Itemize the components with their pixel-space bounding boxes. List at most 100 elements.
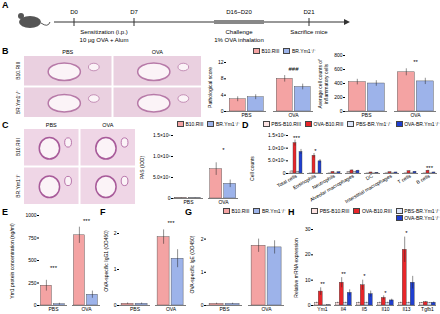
svg-text:PBS: PBS <box>219 306 230 312</box>
svg-text:PBS: PBS <box>241 112 252 118</box>
svg-text:OVA: OVA <box>410 112 421 118</box>
svg-text:0: 0 <box>114 302 117 308</box>
svg-text:PBS: PBS <box>48 306 59 312</box>
html-text:H: H <box>288 207 295 217</box>
svg-text:1: 1 <box>201 269 204 275</box>
svg-text:Il5: Il5 <box>362 306 368 312</box>
svg-text:**: ** <box>341 271 346 277</box>
svg-text:1000: 1000 <box>25 212 36 218</box>
svg-text:*: * <box>384 290 387 296</box>
svg-text:**: ** <box>413 59 418 65</box>
svg-text:10: 10 <box>305 277 311 283</box>
html-text:A: A <box>2 0 9 10</box>
svg-text:1: 1 <box>114 266 117 272</box>
svg-text:Il4: Il4 <box>341 306 347 312</box>
html-text:F: F <box>100 207 106 217</box>
svg-text:###: ### <box>288 66 299 72</box>
svg-text:20: 20 <box>305 251 311 257</box>
svg-text:OVA: OVA <box>288 112 299 118</box>
svg-text:D16~D20: D16~D20 <box>226 9 252 15</box>
html-text:C: C <box>2 120 9 130</box>
svg-text:5.0×10⁴: 5.0×10⁴ <box>153 174 171 180</box>
svg-text:1.5×10⁶: 1.5×10⁶ <box>268 132 286 138</box>
svg-text:Sensitization (i.p.): Sensitization (i.p.) <box>80 29 128 35</box>
svg-text:PBS: PBS <box>361 112 372 118</box>
svg-text:1.0×10⁵: 1.0×10⁵ <box>153 153 171 159</box>
svg-text:DC: DC <box>364 172 374 182</box>
svg-text:800: 800 <box>334 52 343 58</box>
svg-text:4: 4 <box>221 92 224 98</box>
svg-text:0: 0 <box>283 170 286 176</box>
svg-text:PBS: PBS <box>62 49 73 55</box>
svg-text:1.5×10⁵: 1.5×10⁵ <box>153 132 171 138</box>
svg-text:1% OVA inhalation: 1% OVA inhalation <box>214 37 264 43</box>
svg-text:OVA: OVA <box>152 49 164 55</box>
svg-text:0: 0 <box>340 108 343 114</box>
svg-text:PBS: PBS <box>46 122 57 128</box>
svg-text:Eosinophils: Eosinophils <box>291 172 317 191</box>
svg-text:Alveolar macrophages: Alveolar macrophages <box>308 172 355 203</box>
svg-text:*: * <box>405 230 408 236</box>
svg-text:Ym1: Ym1 <box>317 306 328 312</box>
svg-text:***: *** <box>167 220 175 226</box>
svg-text:8: 8 <box>221 75 224 81</box>
svg-text:250: 250 <box>28 280 37 286</box>
svg-text:OVA: OVA <box>166 306 177 312</box>
svg-text:Tgfb1: Tgfb1 <box>421 306 434 312</box>
svg-text:2: 2 <box>201 236 204 242</box>
svg-text:PBS: PBS <box>130 306 141 312</box>
svg-text:200: 200 <box>334 94 343 100</box>
svg-text:D21: D21 <box>303 9 315 15</box>
svg-text:PBS: PBS <box>183 199 194 205</box>
svg-text:OVA: OVA <box>261 306 272 312</box>
svg-text:*: * <box>314 148 317 154</box>
svg-text:D7: D7 <box>130 9 138 15</box>
svg-text:BR.Ym1⁻/⁻: BR.Ym1⁻/⁻ <box>15 174 21 198</box>
svg-text:BR.Ym1⁻/⁻: BR.Ym1⁻/⁻ <box>15 90 21 114</box>
svg-text:OVA: OVA <box>81 306 92 312</box>
svg-text:Neutrophils: Neutrophils <box>310 172 336 191</box>
svg-text:Total cells: Total cells <box>275 172 298 189</box>
svg-text:0: 0 <box>168 195 171 201</box>
html-text:BR.Ym1⁻/⁻: BR.Ym1⁻/⁻ <box>292 48 316 54</box>
svg-text:0: 0 <box>221 108 224 114</box>
svg-text:T cells: T cells <box>396 172 412 185</box>
svg-text:0: 0 <box>34 302 37 308</box>
svg-text:OVA: OVA <box>102 122 114 128</box>
svg-text:Challenge: Challenge <box>225 29 253 35</box>
svg-text:10 μg OVA + Alum: 10 μg OVA + Alum <box>80 37 129 43</box>
svg-text:***: *** <box>83 218 91 224</box>
svg-text:30: 30 <box>305 226 311 232</box>
svg-text:750: 750 <box>28 235 37 241</box>
svg-text:5.0×10⁵: 5.0×10⁵ <box>268 157 286 163</box>
svg-text:400: 400 <box>334 80 343 86</box>
html-text:B10.RIII: B10.RIII <box>261 48 280 54</box>
svg-text:B10.RIII: B10.RIII <box>15 138 21 156</box>
svg-text:***: *** <box>50 265 58 271</box>
svg-text:***: *** <box>293 135 301 141</box>
svg-text:600: 600 <box>334 66 343 72</box>
svg-text:*: * <box>363 273 366 279</box>
svg-text:*: * <box>222 147 225 153</box>
svg-text:B10.RIII: B10.RIII <box>15 62 21 80</box>
svg-text:B cells: B cells <box>415 172 431 185</box>
html-text:D: D <box>242 120 249 130</box>
svg-text:OVA: OVA <box>218 199 229 205</box>
html-text:G: G <box>185 207 192 217</box>
svg-text:12: 12 <box>218 59 224 65</box>
svg-text:0: 0 <box>201 302 204 308</box>
svg-text:D0: D0 <box>70 9 78 15</box>
svg-text:2: 2 <box>114 230 117 236</box>
html-text:Average cell counts of inflamm: Average cell counts of inflammatory cell… <box>317 59 329 109</box>
svg-text:Interstitial macrophages: Interstitial macrophages <box>344 172 393 204</box>
svg-text:500: 500 <box>28 257 37 263</box>
svg-text:Il10: Il10 <box>381 306 389 312</box>
html-text:E: E <box>2 207 8 217</box>
svg-text:Il13: Il13 <box>402 306 410 312</box>
svg-text:0: 0 <box>308 302 311 308</box>
svg-text:**: ** <box>320 281 325 287</box>
svg-text:***: *** <box>426 165 434 171</box>
svg-text:Sacrifice mice: Sacrifice mice <box>290 29 328 35</box>
html-text:B: B <box>2 46 9 56</box>
svg-text:1.0×10⁶: 1.0×10⁶ <box>268 145 286 151</box>
